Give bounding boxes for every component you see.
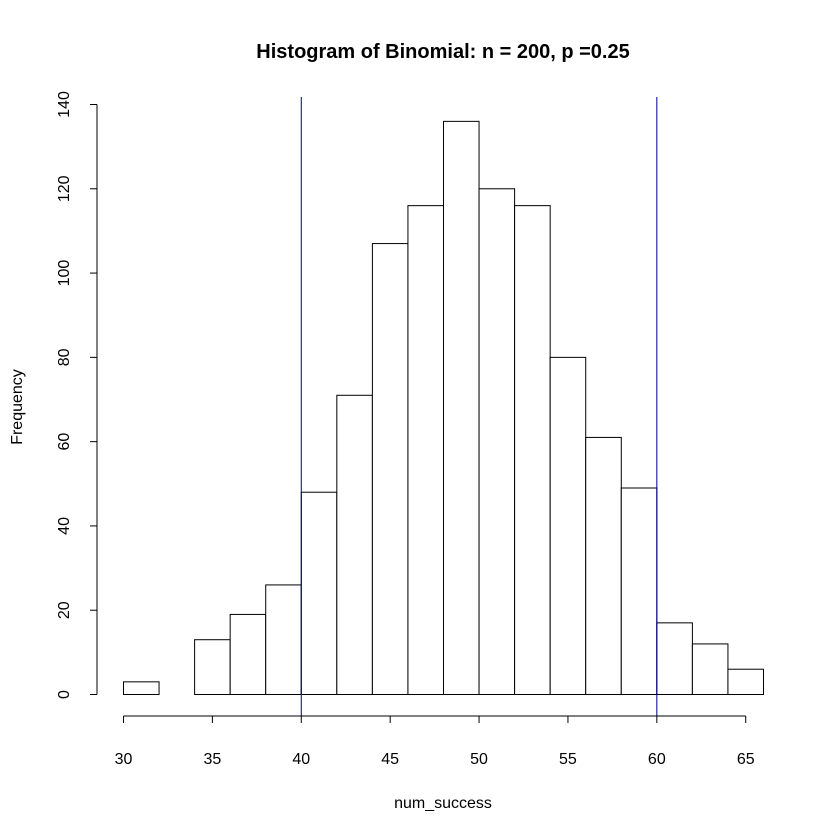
x-axis: 30 35 40 45 50 55 60 65 (115, 715, 755, 768)
y-tick-label: 40 (56, 517, 73, 535)
y-tick-label: 100 (56, 260, 73, 287)
histogram-bar (229, 613, 267, 696)
y-tick-label: 120 (56, 175, 73, 202)
y-tick-label: 140 (56, 91, 73, 118)
histogram-bar (371, 243, 409, 695)
histogram-bar (620, 487, 658, 695)
chart-title: Histogram of Binomial: n = 200, p =0.25 (256, 41, 629, 63)
histogram-bar (300, 491, 338, 696)
x-tick-label: 40 (292, 751, 310, 768)
histogram-bar (478, 188, 516, 696)
histogram-bar (727, 668, 765, 696)
x-tick-label: 30 (115, 751, 133, 768)
histogram-bar (265, 584, 302, 696)
histogram-bar (407, 205, 445, 695)
y-tick-label: 80 (56, 348, 73, 366)
y-tick-label: 20 (56, 601, 73, 619)
x-tick-label: 65 (737, 751, 755, 768)
x-tick-label: 45 (381, 751, 399, 768)
x-axis-label: num_success (394, 795, 492, 812)
y-axis-label: Frequency (9, 369, 26, 445)
histogram-bar (336, 394, 373, 695)
histogram-bar (691, 643, 729, 696)
histogram-bar (656, 622, 693, 695)
histogram-bar (549, 356, 587, 695)
histogram-bar (194, 639, 231, 696)
histogram-bar (514, 205, 551, 695)
y-tick-label: 60 (56, 433, 73, 451)
histogram-bar (123, 681, 160, 695)
x-tick-label: 35 (203, 751, 221, 768)
reference-lines (300, 97, 658, 716)
x-tick-label: 50 (470, 751, 488, 768)
x-tick-label: 55 (559, 751, 577, 768)
x-tick-label: 60 (648, 751, 666, 768)
histogram-bars (123, 120, 765, 696)
histogram-bar (585, 436, 622, 695)
histogram-bar (443, 120, 480, 696)
y-axis: 0 20 40 60 80 100 120 140 (56, 91, 98, 699)
y-tick-label: 0 (56, 690, 73, 699)
